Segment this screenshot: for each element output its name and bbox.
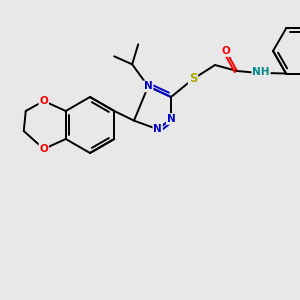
Text: O: O bbox=[39, 96, 48, 106]
Text: N: N bbox=[153, 124, 162, 134]
Text: S: S bbox=[189, 73, 197, 85]
Text: O: O bbox=[39, 144, 48, 154]
Text: N: N bbox=[167, 114, 176, 124]
Text: NH: NH bbox=[252, 67, 270, 77]
Text: N: N bbox=[144, 81, 153, 91]
Text: O: O bbox=[222, 46, 230, 56]
